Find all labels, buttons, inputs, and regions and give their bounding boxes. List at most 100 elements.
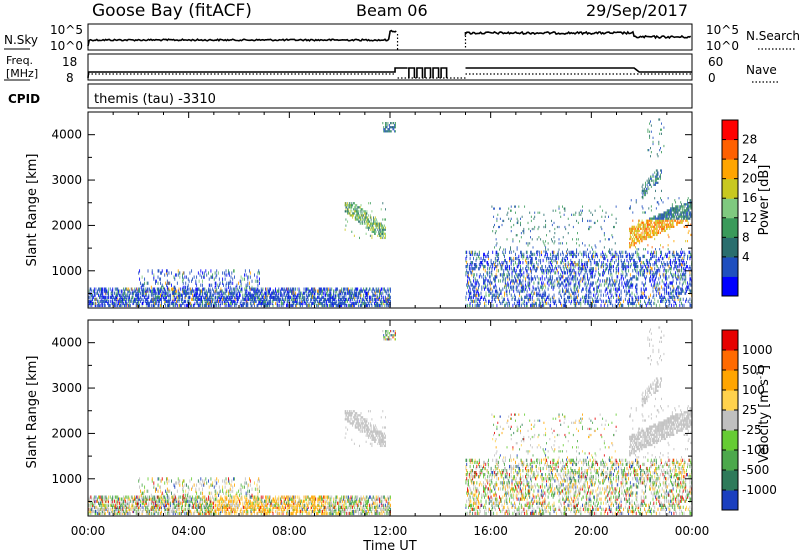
power-echo-cell (353, 301, 354, 306)
power-echo-cell (192, 293, 193, 297)
power-echo-cell (367, 224, 369, 227)
power-echo-cell (610, 287, 612, 291)
power-echo-cell (293, 293, 295, 297)
power-echo-cell (634, 225, 635, 228)
power-echo-cell (501, 261, 503, 265)
power-echo-cell (576, 263, 578, 267)
power-echo-cell (510, 285, 511, 289)
power-echo-cell (564, 299, 566, 303)
power-echo-cell (588, 219, 590, 223)
power-echo-cell (575, 303, 577, 308)
power-echo-cell (468, 297, 469, 301)
power-echo-cell (182, 281, 184, 285)
power-echo-cell (620, 250, 622, 254)
power-echo-cell (504, 283, 506, 287)
power-echo-cell (355, 214, 357, 217)
power-echo-cell (506, 213, 508, 216)
power-echo-cell (202, 295, 204, 299)
power-echo-cell (359, 210, 361, 213)
power-echo-cell (563, 207, 565, 210)
power-echo-cell (249, 291, 250, 295)
power-echo-cell (484, 283, 486, 287)
power-echo-cell (365, 303, 367, 308)
power-echo-cell (489, 279, 491, 283)
power-echo-cell (118, 291, 120, 295)
power-echo-cell (177, 289, 179, 293)
power-echo-cell (351, 295, 353, 299)
power-echo-cell (166, 283, 167, 287)
power-echo-cell (659, 223, 661, 226)
power-echo-cell (115, 291, 117, 295)
power-echo-cell (588, 299, 589, 303)
power-echo-cell (515, 234, 517, 237)
power-echo-cell (548, 283, 550, 287)
power-echo-cell (465, 265, 467, 269)
power-echo-cell (681, 250, 683, 254)
power-echo-cell (652, 252, 654, 257)
power-echo-cell (630, 244, 632, 247)
power-echo-cell (632, 240, 634, 243)
power-echo-cell (618, 271, 620, 275)
power-echo-cell (523, 227, 525, 231)
power-echo-cell (606, 287, 608, 291)
power-echo-cell (627, 299, 629, 303)
power-echo-cell (238, 289, 240, 293)
power-echo-cell (545, 252, 547, 257)
power-echo-cell (632, 299, 634, 303)
power-echo-cell (550, 261, 552, 265)
power-echo-cell (295, 297, 297, 301)
power-echo-cell (186, 303, 187, 308)
power-echo-cell (282, 301, 284, 306)
power-echo-cell (660, 295, 661, 299)
power-echo-cell (657, 201, 659, 204)
power-echo-cell (523, 301, 525, 306)
power-echo-cell (385, 299, 386, 303)
power-echo-cell (182, 297, 183, 301)
power-echo-cell (611, 277, 613, 281)
power-echo-cell (330, 295, 332, 299)
power-echo-cell (537, 265, 539, 269)
power-echo-cell (667, 291, 669, 295)
power-echo-cell (645, 277, 646, 281)
power-echo-cell (121, 299, 123, 303)
power-echo-cell (494, 277, 496, 281)
power-echo-cell (224, 303, 226, 308)
power-echo-cell (580, 301, 582, 306)
power-echo-cell (560, 215, 562, 218)
power-echo-cell (88, 295, 90, 299)
power-echo-cell (204, 289, 206, 293)
power-echo-cell (369, 220, 370, 223)
power-echo-cell (563, 293, 565, 297)
power-echo-cell (560, 252, 562, 257)
power-echo-cell (547, 277, 549, 281)
power-echo-cell (501, 267, 503, 271)
power-echo-cell (360, 297, 362, 301)
power-echo-cell (586, 261, 588, 265)
power-echo-cell (685, 277, 687, 281)
power-echo-cell (164, 299, 166, 303)
power-echo-cell (260, 293, 262, 297)
power-echo-cell (145, 297, 147, 301)
power-echo-cell (360, 212, 362, 215)
power-echo-cell (359, 299, 360, 303)
power-echo-cell (164, 273, 166, 277)
power-echo-cell (545, 225, 547, 229)
power-echo-cell (661, 225, 662, 228)
power-echo-cell (661, 221, 662, 224)
power-echo-cell (669, 267, 671, 271)
power-echo-cell (633, 235, 635, 239)
power-echo-cell (139, 289, 141, 293)
power-echo-cell (567, 289, 569, 293)
power-echo-cell (648, 207, 650, 210)
power-echo-cell (367, 226, 369, 229)
power-echo-cell (686, 289, 687, 293)
power-echo-cell (588, 244, 590, 247)
power-echo-cell (551, 223, 553, 227)
power-echo-cell (264, 301, 266, 306)
power-echo-cell (577, 221, 579, 225)
power-echo-cell (629, 227, 631, 230)
power-echo-cell (112, 287, 114, 291)
power-echo-cell (652, 233, 654, 237)
power-echo-cell (499, 273, 501, 277)
power-echo-cell (628, 269, 630, 273)
